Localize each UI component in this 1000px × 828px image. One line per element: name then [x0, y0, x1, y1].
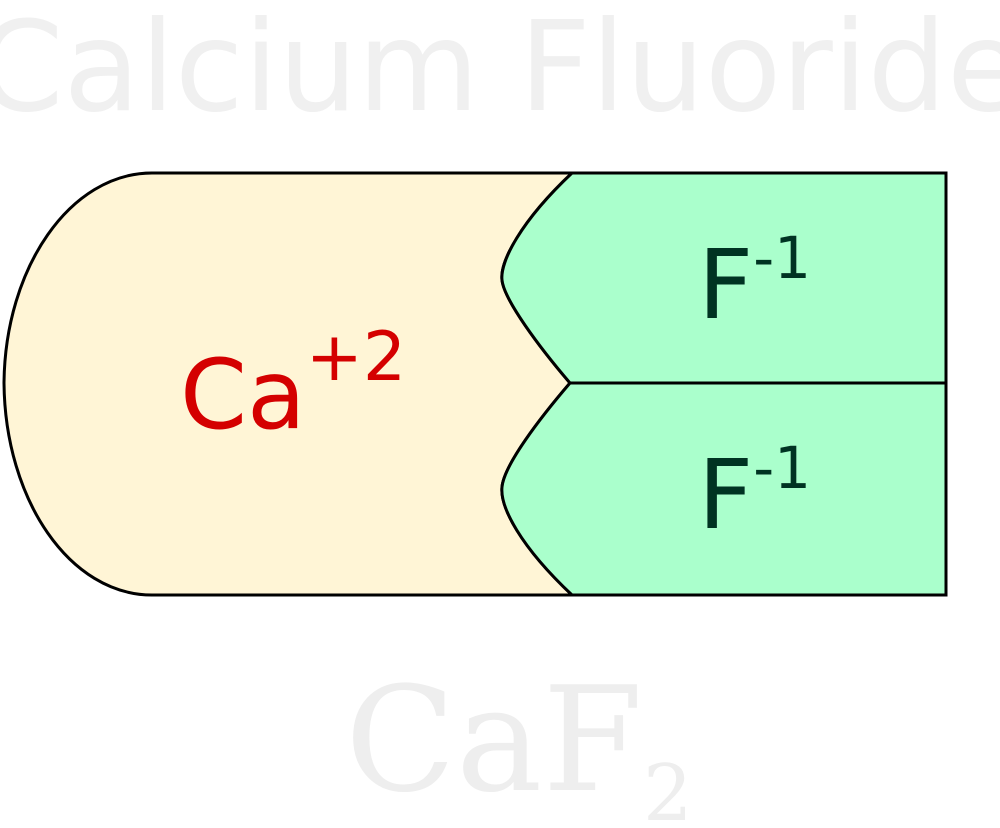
- formula-subscript: 2: [643, 749, 693, 828]
- cation-label: Ca+2: [180, 318, 406, 451]
- anion-charge-top: -1: [753, 224, 811, 292]
- formula-watermark: CaF2: [345, 656, 693, 828]
- anion-charge-bottom: -1: [753, 434, 811, 502]
- anion-symbol-bottom: F: [698, 439, 753, 551]
- anion-shape-top: [500, 171, 948, 385]
- cation-charge: +2: [306, 318, 406, 397]
- anion-shape-bottom: [500, 381, 948, 597]
- anion-label-top: F-1: [698, 224, 811, 341]
- anion-label-bottom: F-1: [698, 434, 811, 551]
- watermark-title: Calcium Fluoride: [0, 0, 1000, 140]
- cation-symbol: Ca: [180, 339, 306, 451]
- anion-symbol-top: F: [698, 229, 753, 341]
- formula-main: CaF: [345, 656, 643, 825]
